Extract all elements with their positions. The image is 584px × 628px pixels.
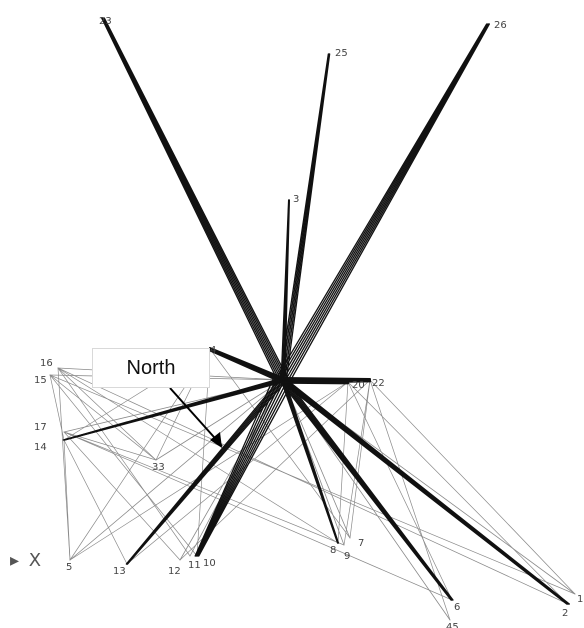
edge-10: [196, 378, 283, 557]
edge-23: [103, 17, 291, 383]
node-label-26: 26: [494, 20, 507, 31]
edge-thin-25: [343, 379, 371, 546]
edge-fan-5: [69, 379, 284, 561]
edge-thin-5: [57, 367, 71, 561]
edge-6: [287, 380, 454, 601]
node-label-7: 7: [358, 538, 364, 549]
edge-26: [286, 23, 490, 382]
node-label-5: 5: [66, 562, 72, 573]
edge-thin-0: [49, 374, 157, 461]
edge-26: [277, 23, 488, 380]
north-arrow-head-icon: [210, 432, 222, 448]
node-label-12: 12: [168, 566, 181, 577]
edge-thin-10: [49, 374, 198, 557]
edge-thin-13: [349, 379, 371, 539]
node-label-6: 6: [454, 602, 460, 613]
edge-14: [64, 380, 288, 441]
edge-26: [284, 23, 490, 382]
node-labels-layer: 23 25 26 3 4 16 15 17 14 33 20 22 5 13 12 11 10 897 6 45 21: [34, 16, 583, 628]
node-label-9: 9: [344, 551, 350, 562]
node-label-22: 22: [372, 378, 385, 389]
edge-thin-27: [57, 367, 569, 605]
node-label-10: 10: [203, 558, 216, 569]
edge-fan-12: [179, 379, 284, 561]
edge-thin-19: [63, 439, 128, 565]
node-label-14: 14: [34, 442, 47, 453]
edge-10: [198, 382, 293, 557]
node-label-8: 8: [330, 545, 336, 556]
edge-10: [197, 381, 291, 557]
node-label-25: 25: [335, 48, 348, 59]
edge-thin-16: [369, 379, 576, 595]
edge-cluster-1: [282, 380, 371, 384]
node-label-2: 2: [562, 608, 568, 619]
node-label-17: 17: [34, 422, 47, 433]
edge-thin-1: [57, 367, 157, 461]
edge-thin-11: [57, 367, 339, 544]
edge-thin-18: [63, 431, 181, 561]
node-label-45: 45: [446, 622, 459, 628]
edge-26: [282, 23, 489, 381]
north-arrow: [169, 387, 223, 448]
edge-cluster-2: [209, 349, 284, 384]
node-label-3: 3: [293, 194, 299, 205]
edge-thin-15: [347, 381, 569, 605]
edge-26: [275, 23, 488, 379]
axis-marker: ▸ X: [10, 550, 43, 571]
node-label-11: 11: [188, 560, 201, 571]
edge-fan-33: [155, 379, 284, 461]
thin-edges-layer: [49, 348, 576, 621]
north-callout-box: North: [92, 348, 210, 388]
node-label-13: 13: [113, 566, 126, 577]
node-label-16: 16: [40, 358, 53, 369]
edge-10: [195, 378, 280, 557]
edge-thin-12: [63, 431, 345, 546]
edge-thin-28: [49, 374, 576, 595]
axis-marker-label: X: [28, 550, 44, 571]
node-label-33: 33: [152, 462, 165, 473]
axis-marker-arrow-icon: ▸: [10, 550, 22, 571]
north-arrow-shaft: [169, 387, 223, 447]
edge-10: [196, 379, 285, 557]
node-label-23: 23: [99, 16, 112, 27]
edge-26: [288, 23, 490, 383]
thick-edges-layer: [62, 17, 570, 605]
node-label-20: 20: [352, 380, 365, 391]
edge-2: [288, 381, 570, 605]
node-label-15: 15: [34, 375, 47, 386]
north-callout-label: North: [126, 356, 176, 379]
node-label-1: 1: [577, 594, 583, 605]
edge-thin-14: [347, 381, 453, 601]
edge-8: [284, 379, 340, 544]
edge-thin-29: [63, 431, 453, 601]
edge-3: [284, 199, 291, 382]
node-label-4: 4: [210, 345, 216, 356]
edge-10: [197, 380, 288, 557]
edge-25: [285, 53, 331, 382]
edge-thin-9: [57, 367, 191, 557]
edge-26: [280, 23, 489, 380]
edge-13: [126, 380, 287, 565]
